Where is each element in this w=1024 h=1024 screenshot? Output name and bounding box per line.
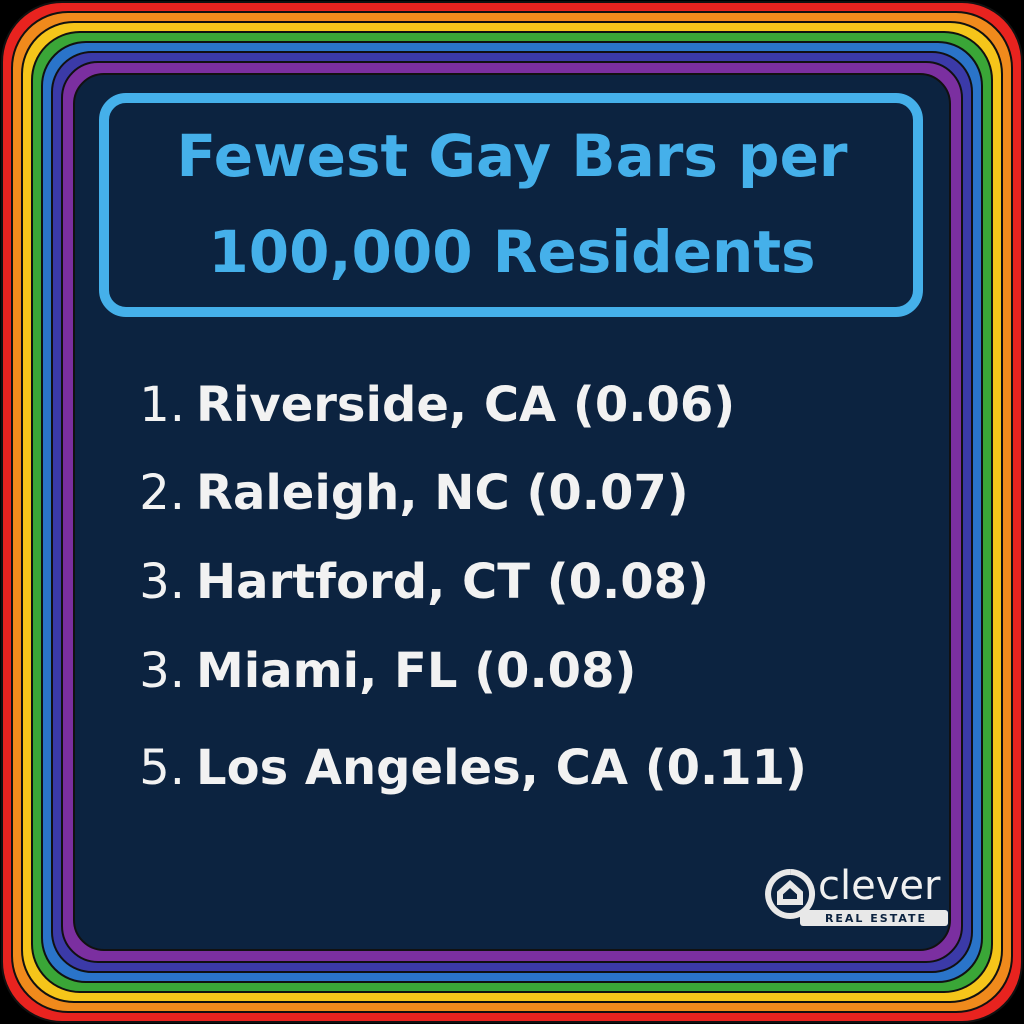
rank: 2. (139, 465, 185, 521)
logo: clever REAL ESTATE (765, 863, 948, 926)
ranking-list: 1. Riverside, CA (0.06)2. Raleigh, NC (0.0… (139, 377, 807, 796)
panel (73, 73, 951, 951)
item-text: Raleigh, NC (0.07) (196, 465, 689, 521)
logo-name: clever (818, 863, 941, 909)
logo-icon (765, 869, 816, 919)
logo-tagline: REAL ESTATE (825, 912, 927, 925)
item-text: Los Angeles, CA (0.11) (196, 740, 807, 796)
rank: 5. (139, 740, 185, 796)
item-text: Hartford, CT (0.08) (196, 554, 709, 610)
item-text: Riverside, CA (0.06) (196, 377, 735, 433)
rank: 3. (139, 554, 185, 610)
rank: 1. (139, 377, 185, 433)
title-line: Fewest Gay Bars per (176, 122, 847, 190)
title-box (99, 93, 923, 317)
rank: 3. (139, 643, 185, 699)
logo-tag-bg (800, 910, 948, 926)
item-text: Miami, FL (0.08) (196, 643, 636, 699)
title-line: 100,000 Residents (208, 218, 815, 286)
